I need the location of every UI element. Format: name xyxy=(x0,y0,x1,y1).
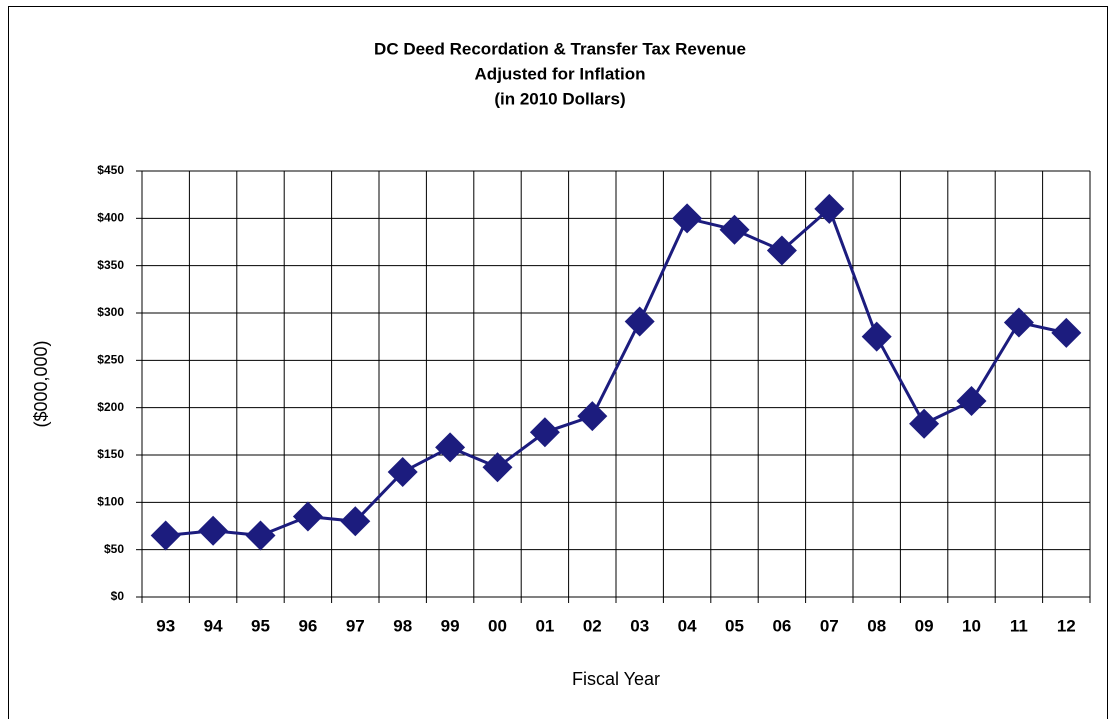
y-tick-label: $450 xyxy=(97,163,124,177)
y-tick-label: $100 xyxy=(97,495,124,509)
y-tick-label: $250 xyxy=(97,353,124,367)
x-tick-label: 09 xyxy=(915,616,934,635)
x-tick-label: 03 xyxy=(630,616,649,635)
x-tick-label: 94 xyxy=(204,616,223,635)
chart-title: DC Deed Recordation & Transfer Tax Reven… xyxy=(374,39,746,58)
marker xyxy=(292,501,323,532)
x-tick-label: 07 xyxy=(820,616,839,635)
marker xyxy=(387,457,418,488)
marker xyxy=(624,306,655,337)
x-tick-label: 05 xyxy=(725,616,744,635)
marker xyxy=(340,506,371,537)
marker xyxy=(435,432,466,463)
chart-subtitle: Adjusted for Inflation xyxy=(475,64,646,83)
x-tick-label: 02 xyxy=(583,616,602,635)
x-tick-label: 06 xyxy=(772,616,791,635)
marker xyxy=(577,401,608,432)
marker xyxy=(672,203,703,234)
x-tick-label: 01 xyxy=(535,616,554,635)
marker xyxy=(814,193,845,224)
y-axis-label: ($000,000) xyxy=(31,340,51,427)
x-tick-label: 97 xyxy=(346,616,365,635)
y-tick-label: $350 xyxy=(97,258,124,272)
x-axis-label: Fiscal Year xyxy=(572,669,660,689)
marker xyxy=(198,515,229,546)
y-tick-label: $300 xyxy=(97,305,124,319)
x-tick-label: 95 xyxy=(251,616,270,635)
frame xyxy=(8,6,1108,719)
x-tick-label: 99 xyxy=(441,616,460,635)
marker xyxy=(529,417,560,448)
x-tick-label: 08 xyxy=(867,616,886,635)
marker xyxy=(719,214,750,245)
chart-subtitle: (in 2010 Dollars) xyxy=(494,89,625,108)
y-tick-label: $150 xyxy=(97,447,124,461)
x-tick-label: 00 xyxy=(488,616,507,635)
x-tick-label: 98 xyxy=(393,616,412,635)
marker xyxy=(1051,317,1082,348)
marker xyxy=(1003,307,1034,338)
y-tick-label: $200 xyxy=(97,400,124,414)
marker xyxy=(956,386,987,417)
x-tick-label: 12 xyxy=(1057,616,1076,635)
x-tick-label: 04 xyxy=(678,616,697,635)
marker xyxy=(909,408,940,439)
marker xyxy=(861,321,892,352)
marker xyxy=(245,520,276,551)
x-tick-label: 11 xyxy=(1010,616,1028,635)
y-tick-label: $400 xyxy=(97,211,124,225)
y-tick-label: $50 xyxy=(104,542,124,556)
marker xyxy=(150,520,181,551)
x-tick-label: 93 xyxy=(156,616,175,635)
marker xyxy=(482,452,513,483)
y-tick-label: $0 xyxy=(111,589,125,603)
x-tick-label: 10 xyxy=(962,616,981,635)
marker xyxy=(766,235,797,266)
x-tick-label: 96 xyxy=(298,616,317,635)
